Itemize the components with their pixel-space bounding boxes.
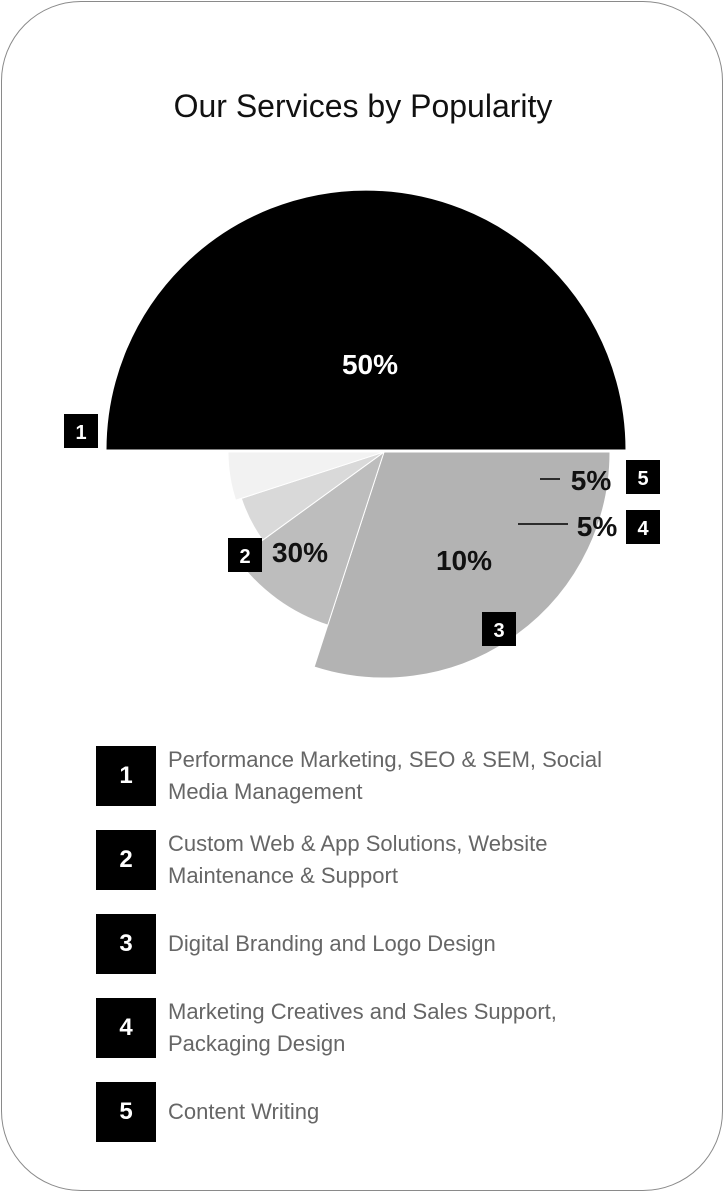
legend-label: Custom Web & App Solutions, Website Main… [168, 831, 548, 888]
slice-percent-label-1: 50% [342, 349, 398, 380]
legend-number: 1 [96, 746, 156, 806]
chart-title: Our Services by Popularity [173, 88, 553, 124]
legend: 1 Performance Marketing, SEO & SEM, Socia… [96, 746, 656, 1166]
legend-number: 5 [96, 1082, 156, 1142]
slice-percent-label-5: 5% [571, 465, 612, 496]
slice-number-box-4 [626, 510, 660, 544]
pie-chart: 50% 1 30% 2 10% 3 5% 4 5% 5 [64, 189, 660, 679]
slice-percent-label-3: 10% [436, 545, 492, 576]
legend-item: 2 Custom Web & App Solutions, Website Mai… [96, 830, 656, 890]
legend-label: Content Writing [168, 1099, 320, 1124]
slice-number-2: 2 [239, 546, 250, 568]
legend-number: 2 [96, 830, 156, 890]
slice-percent-label-2: 30% [272, 537, 328, 568]
slice-number-4: 4 [637, 518, 649, 540]
legend-item: 4 Marketing Creatives and Sales Support, … [96, 998, 656, 1058]
pie-slice-1 [105, 189, 627, 451]
legend-label: Digital Branding and Logo Design [168, 931, 496, 956]
legend-item: 5 Content Writing [96, 1082, 656, 1142]
legend-label: Performance Marketing, SEO & SEM, Social… [168, 747, 603, 804]
slice-number-box-3 [482, 612, 516, 646]
pie-slice-5 [227, 451, 385, 501]
slice-number-box-5 [626, 460, 660, 494]
slice-number-5: 5 [637, 468, 648, 490]
legend-number: 3 [96, 914, 156, 974]
slice-number-box-2 [228, 538, 262, 572]
slice-percent-label-4: 5% [577, 511, 618, 542]
slice-number-1: 1 [75, 422, 86, 444]
legend-number: 4 [96, 998, 156, 1058]
legend-item: 3 Digital Branding and Logo Design [96, 914, 656, 974]
slice-number-3: 3 [493, 620, 504, 642]
pie-slice-2 [313, 451, 611, 679]
legend-label: Marketing Creatives and Sales Support, P… [168, 999, 557, 1056]
slice-number-box-1 [64, 414, 98, 448]
legend-item: 1 Performance Marketing, SEO & SEM, Socia… [96, 746, 656, 806]
